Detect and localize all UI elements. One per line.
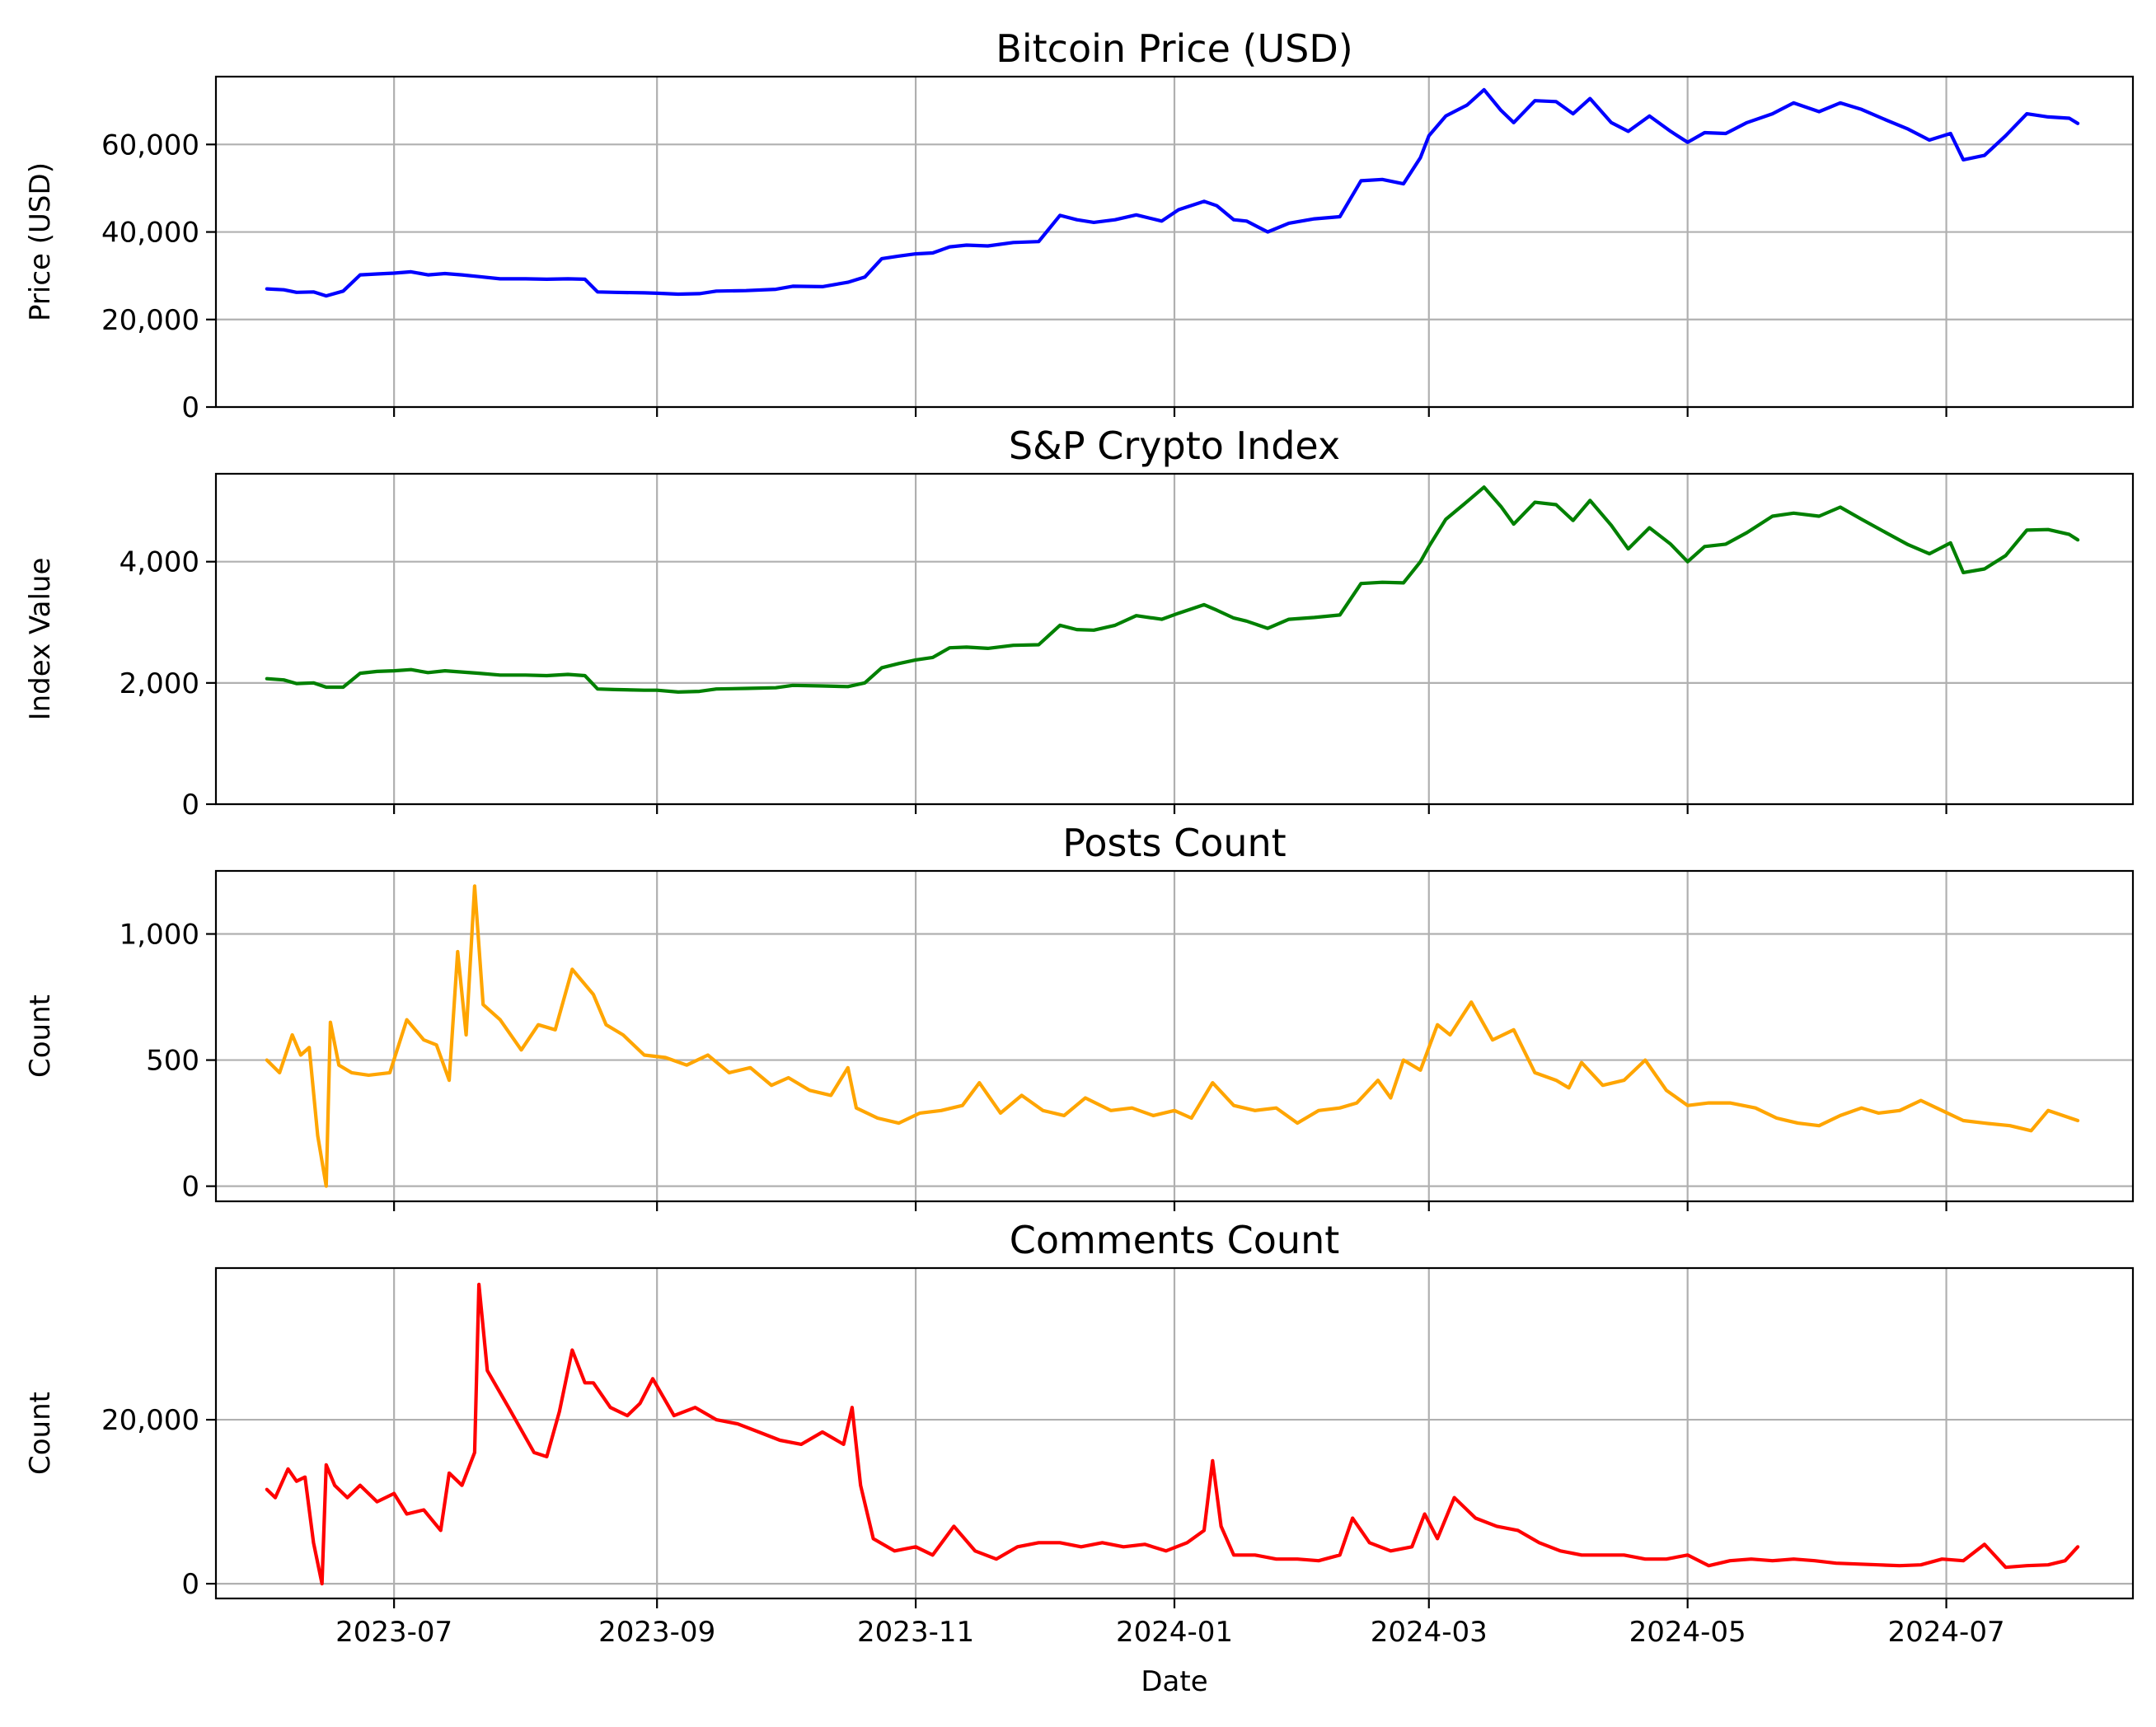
x-tick-label: 2023-09	[598, 1616, 715, 1649]
y-axis-label: Price (USD)	[24, 162, 57, 321]
y-tick-label: 60,000	[101, 129, 199, 161]
x-axis-label: Date	[1141, 1665, 1207, 1698]
x-tick-label: 2023-11	[857, 1616, 974, 1649]
x-tick-label: 2024-07	[1888, 1616, 2005, 1649]
series-line	[265, 884, 2080, 1188]
chart-title: Bitcoin Price (USD)	[996, 26, 1352, 71]
y-tick-label: 0	[181, 1171, 199, 1204]
y-axis-label: Count	[24, 1392, 57, 1475]
y-axis-label: Index Value	[24, 558, 57, 721]
y-tick-label: 20,000	[101, 1404, 199, 1437]
x-tick-label: 2024-03	[1371, 1616, 1488, 1649]
chart-title: S&P Crypto Index	[1009, 424, 1340, 468]
series-line	[265, 1282, 2080, 1586]
series-line	[265, 87, 2080, 298]
y-tick-label: 0	[181, 1568, 199, 1601]
x-tick-label: 2024-01	[1116, 1616, 1233, 1649]
chart-panel-4: 2023-07 2023-09 2023-11 2024-01 2024-03 2024-…	[24, 1218, 2135, 1698]
plot-frame	[214, 75, 2135, 409]
y-tick-label: 0	[181, 391, 199, 424]
chart-title: Posts Count	[1062, 821, 1286, 865]
plot-frame	[214, 1266, 2135, 1600]
series-line	[265, 485, 2080, 695]
y-tick-label: 20,000	[101, 304, 199, 337]
y-tick-label: 500	[146, 1045, 199, 1078]
x-tick-label: 2023-07	[335, 1616, 452, 1649]
y-tick-label: 40,000	[101, 217, 199, 250]
chart-panel-1: 0 20,000 40,000 60,000 Bitcoin Price (USD) Pr…	[24, 26, 2135, 424]
y-tick-label: 1,000	[120, 919, 199, 952]
plot-frame	[214, 472, 2135, 806]
chart-panel-3: 0 500 1,000 Posts Count Count	[24, 821, 2135, 1211]
y-tick-label: 4,000	[120, 546, 199, 579]
chart-title: Comments Count	[1010, 1218, 1340, 1262]
y-tick-label: 0	[181, 789, 199, 821]
plot-frame	[214, 869, 2135, 1203]
y-tick-label: 2,000	[120, 667, 199, 700]
y-axis-label: Count	[24, 995, 57, 1078]
x-tick-label: 2024-05	[1629, 1616, 1746, 1649]
chart-panel-2: 0 2,000 4,000 S&P Crypto Index Index Value	[24, 424, 2135, 821]
